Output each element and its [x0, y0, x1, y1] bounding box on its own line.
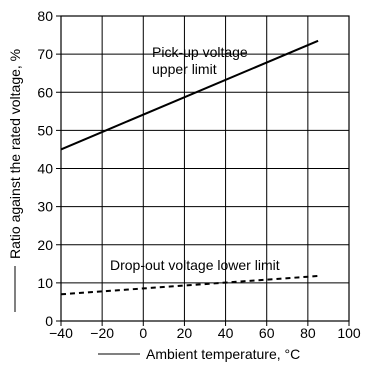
y-tick-labels: 0 10 20 30 40 50 60 70 80 [37, 8, 61, 329]
y-axis-title-group: Ratio against the rated voltage, % [7, 49, 23, 312]
x-tick-label: 20 [177, 325, 193, 341]
x-tick-label: 80 [300, 325, 316, 341]
x-tick-label: −20 [90, 325, 114, 341]
y-tick-label: 50 [37, 122, 53, 138]
x-tick-label: 100 [337, 325, 361, 341]
x-tick-label: 0 [139, 325, 147, 341]
x-axis-title: Ambient temperature, °C [146, 346, 300, 362]
series-line-pickup [60, 39, 319, 151]
x-axis-title-group: Ambient temperature, °C [98, 346, 300, 362]
y-tick-label: 10 [37, 275, 53, 291]
series-group [60, 39, 319, 296]
pickup-label-line1: Pick-up voltage [152, 44, 248, 60]
y-tick-label: 0 [45, 313, 53, 329]
series-line-dropout [60, 275, 319, 296]
dropout-label: Drop-out voltage lower limit [110, 257, 280, 273]
y-tick-label: 40 [37, 161, 53, 177]
x-tick-labels: −40 −20 0 20 40 60 80 100 [49, 321, 361, 341]
y-tick-label: 70 [37, 46, 53, 62]
y-tick-label: 20 [37, 237, 53, 253]
x-tick-label: −40 [49, 325, 73, 341]
x-tick-label: 40 [218, 325, 234, 341]
pickup-label-line2: upper limit [152, 61, 217, 77]
y-tick-label: 30 [37, 199, 53, 215]
grid [61, 16, 349, 321]
y-tick-label: 80 [37, 8, 53, 24]
x-tick-label: 60 [259, 325, 275, 341]
y-axis-title: Ratio against the rated voltage, % [7, 49, 23, 259]
y-tick-label: 60 [37, 84, 53, 100]
